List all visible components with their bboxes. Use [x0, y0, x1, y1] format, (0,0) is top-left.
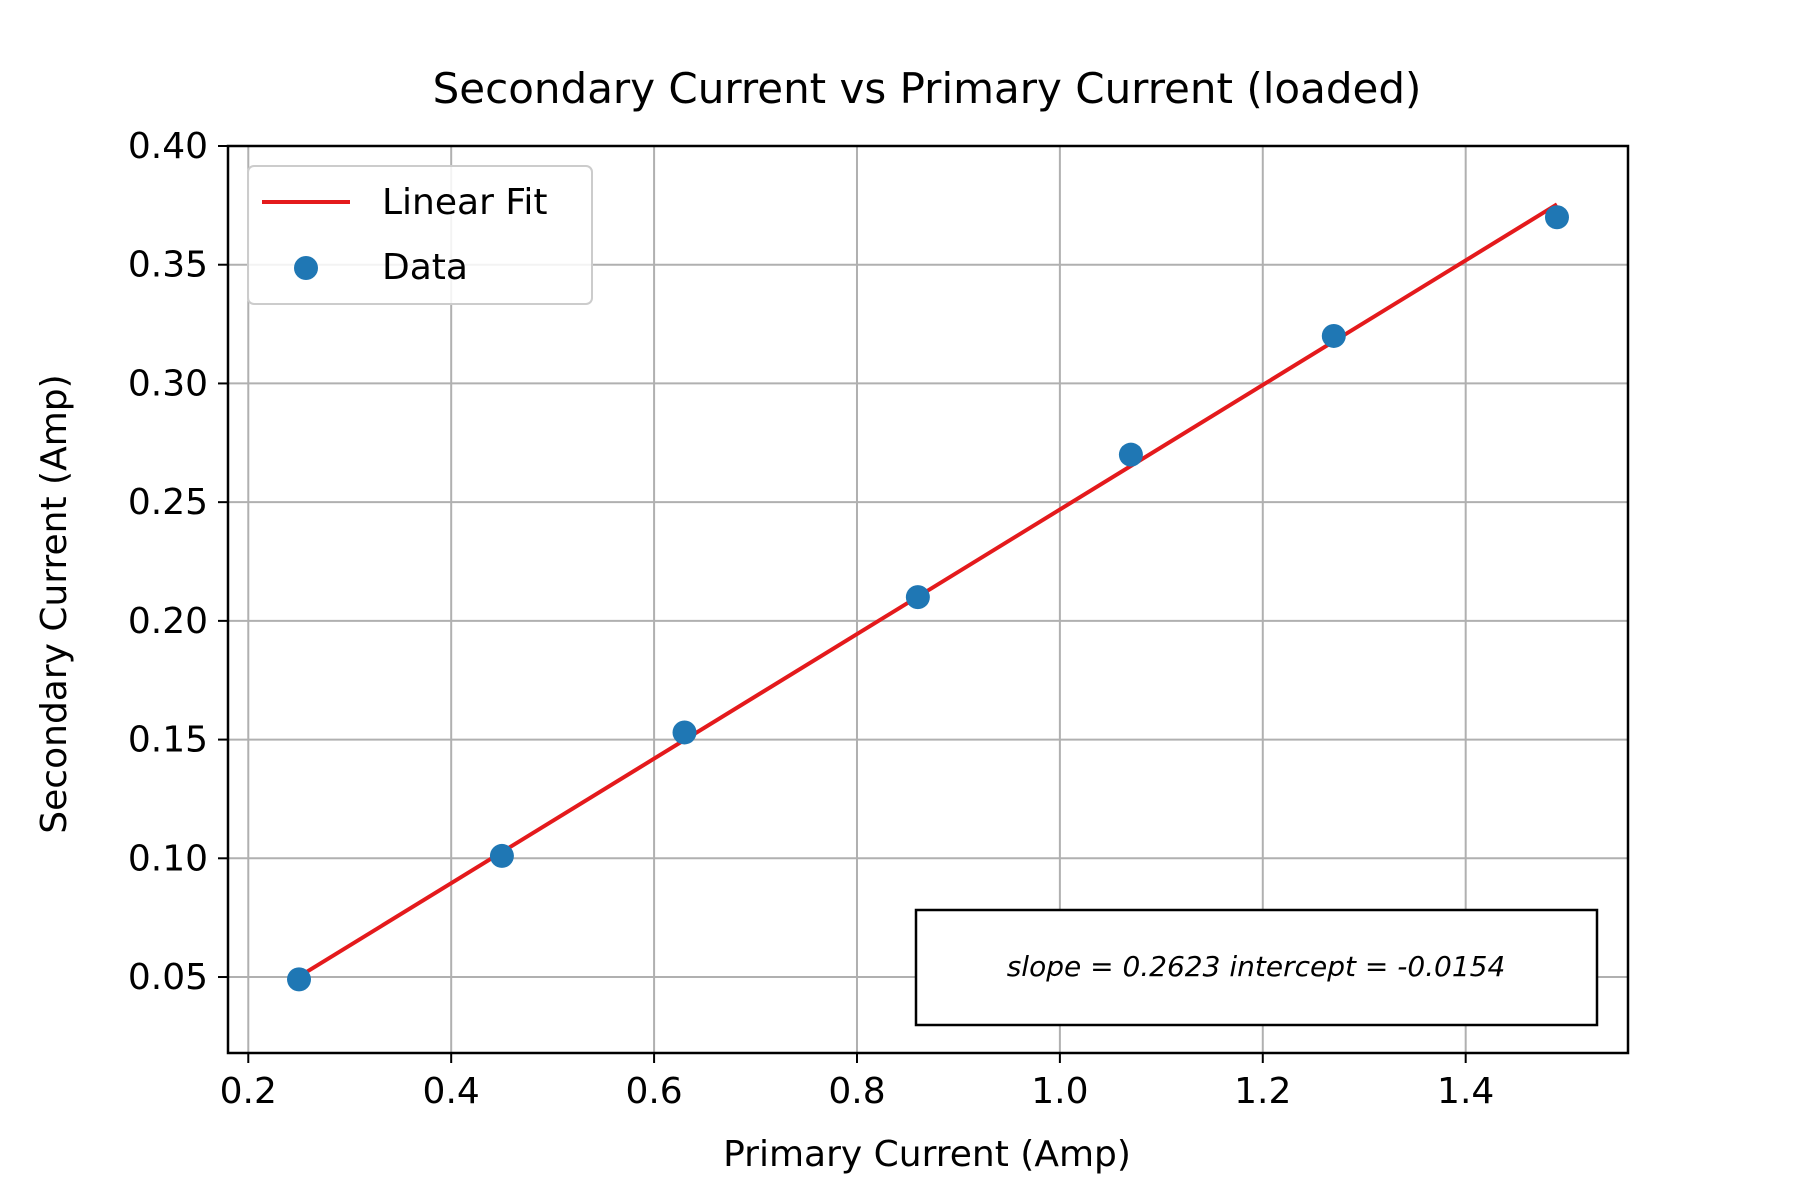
x-tick-label: 1.0	[1031, 1071, 1088, 1112]
y-tick-label: 0.25	[128, 482, 208, 523]
y-tick-label: 0.20	[128, 601, 208, 642]
x-axis-label: Primary Current (Amp)	[723, 1134, 1131, 1175]
y-tick-label: 0.30	[128, 363, 208, 404]
fit-annotation: slope = 0.2623 intercept = -0.0154	[914, 908, 1599, 1027]
x-tick-label: 0.8	[828, 1071, 885, 1112]
plot-area	[287, 202, 1569, 992]
x-tick-label: 0.2	[220, 1071, 277, 1112]
y-tick-label: 0.15	[128, 720, 208, 761]
x-tick-label: 0.4	[423, 1071, 480, 1112]
y-tick-label: 0.10	[128, 838, 208, 879]
data-point	[905, 585, 930, 610]
data-point	[1321, 323, 1346, 348]
data-point	[672, 720, 697, 745]
annotation-text: slope = 0.2623 intercept = -0.0154	[1007, 950, 1506, 983]
legend-label-linear-fit: Linear Fit	[382, 182, 548, 223]
axis-ticks: 0.2 0.4 0.6 0.8 1.0 1.2 1.4 0.05 0.10 0.15 0.20 0.2…	[128, 126, 1494, 1112]
y-tick-label: 0.40	[128, 126, 208, 167]
y-tick-label: 0.05	[128, 957, 208, 998]
legend-label-data: Data	[382, 247, 468, 288]
y-axis-label: Secondary Current (Amp)	[34, 374, 75, 833]
legend-swatch-data	[294, 256, 318, 280]
data-point	[287, 967, 312, 992]
axes-frame	[226, 144, 1630, 1055]
chart-title: Secondary Current vs Primary Current (lo…	[433, 64, 1422, 113]
x-tick-label: 0.6	[625, 1071, 682, 1112]
x-tick-label: 1.4	[1437, 1071, 1494, 1112]
x-tick-label: 1.2	[1234, 1071, 1291, 1112]
annotation-box	[914, 908, 1599, 1027]
legend: Linear Fit Data	[247, 165, 593, 305]
y-tick-label: 0.35	[128, 245, 208, 286]
data-point	[1544, 205, 1569, 230]
data-point	[1118, 442, 1143, 467]
data-point	[489, 843, 514, 868]
